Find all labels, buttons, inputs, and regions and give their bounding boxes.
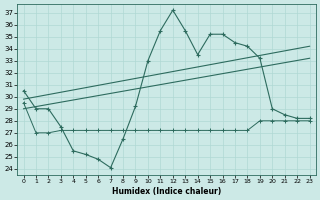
X-axis label: Humidex (Indice chaleur): Humidex (Indice chaleur) bbox=[112, 187, 221, 196]
